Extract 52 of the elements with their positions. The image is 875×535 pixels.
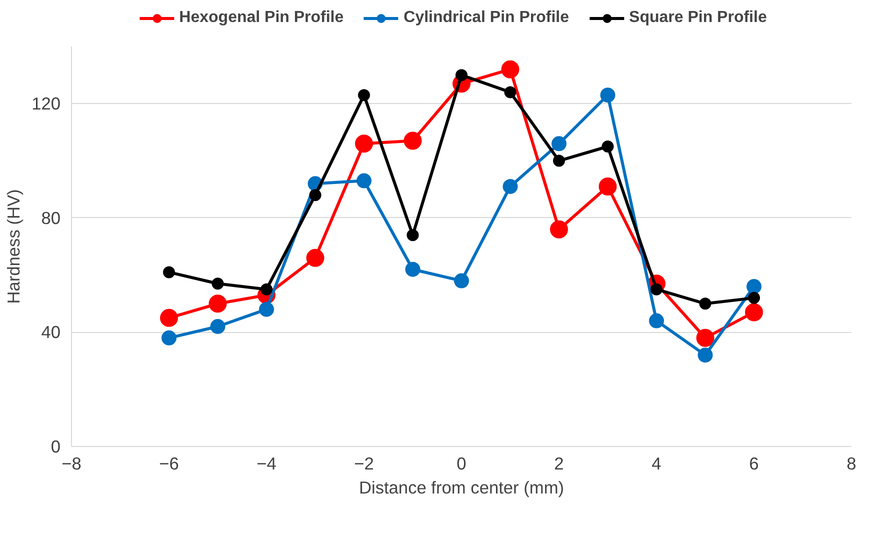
x-tick-label: 0 xyxy=(456,454,466,474)
point xyxy=(160,308,178,327)
point xyxy=(212,278,224,290)
y-tick-label: 120 xyxy=(32,94,61,114)
point xyxy=(550,220,568,238)
point xyxy=(504,86,516,98)
point xyxy=(553,154,565,167)
point xyxy=(501,60,520,78)
point xyxy=(406,229,419,242)
legend-label: Hexogenal Pin Profile xyxy=(179,9,344,27)
point xyxy=(309,189,322,202)
point xyxy=(163,266,175,278)
point xyxy=(745,303,763,322)
x-tick-label: −6 xyxy=(159,454,179,474)
x-tick-label: 6 xyxy=(749,454,759,474)
point xyxy=(552,136,566,152)
point xyxy=(162,330,176,346)
point xyxy=(699,298,712,310)
point xyxy=(502,179,518,194)
point xyxy=(649,313,664,328)
y-axis-title: Hardness (HV) xyxy=(4,189,24,304)
x-tick-label: −8 xyxy=(62,454,82,474)
x-tick-label: −2 xyxy=(354,454,374,474)
point xyxy=(456,69,468,82)
point xyxy=(355,134,373,153)
point xyxy=(259,302,274,317)
point xyxy=(306,248,324,267)
x-tick-label: 4 xyxy=(652,454,662,474)
x-axis-title: Distance from center (mm) xyxy=(358,478,564,498)
point xyxy=(356,173,372,188)
point xyxy=(698,348,713,363)
x-tick-label: 8 xyxy=(846,454,856,474)
point xyxy=(696,328,714,347)
point xyxy=(598,178,617,196)
point xyxy=(746,279,762,294)
x-tick-label: −4 xyxy=(256,454,277,474)
x-tick-label: 2 xyxy=(554,454,564,474)
point xyxy=(600,88,616,103)
point xyxy=(208,294,227,313)
point xyxy=(454,273,469,288)
legend-label: Square Pin Profile xyxy=(629,9,767,27)
y-tick-label: 40 xyxy=(41,322,61,342)
y-tick-label: 80 xyxy=(41,208,61,228)
y-tick-label: 0 xyxy=(50,436,61,456)
point xyxy=(650,283,662,296)
point xyxy=(404,132,422,150)
point xyxy=(210,319,226,334)
legend-label: Cylindrical Pin Profile xyxy=(404,9,570,27)
point xyxy=(405,262,420,277)
point xyxy=(602,140,614,152)
point xyxy=(748,292,760,304)
point xyxy=(358,89,370,102)
